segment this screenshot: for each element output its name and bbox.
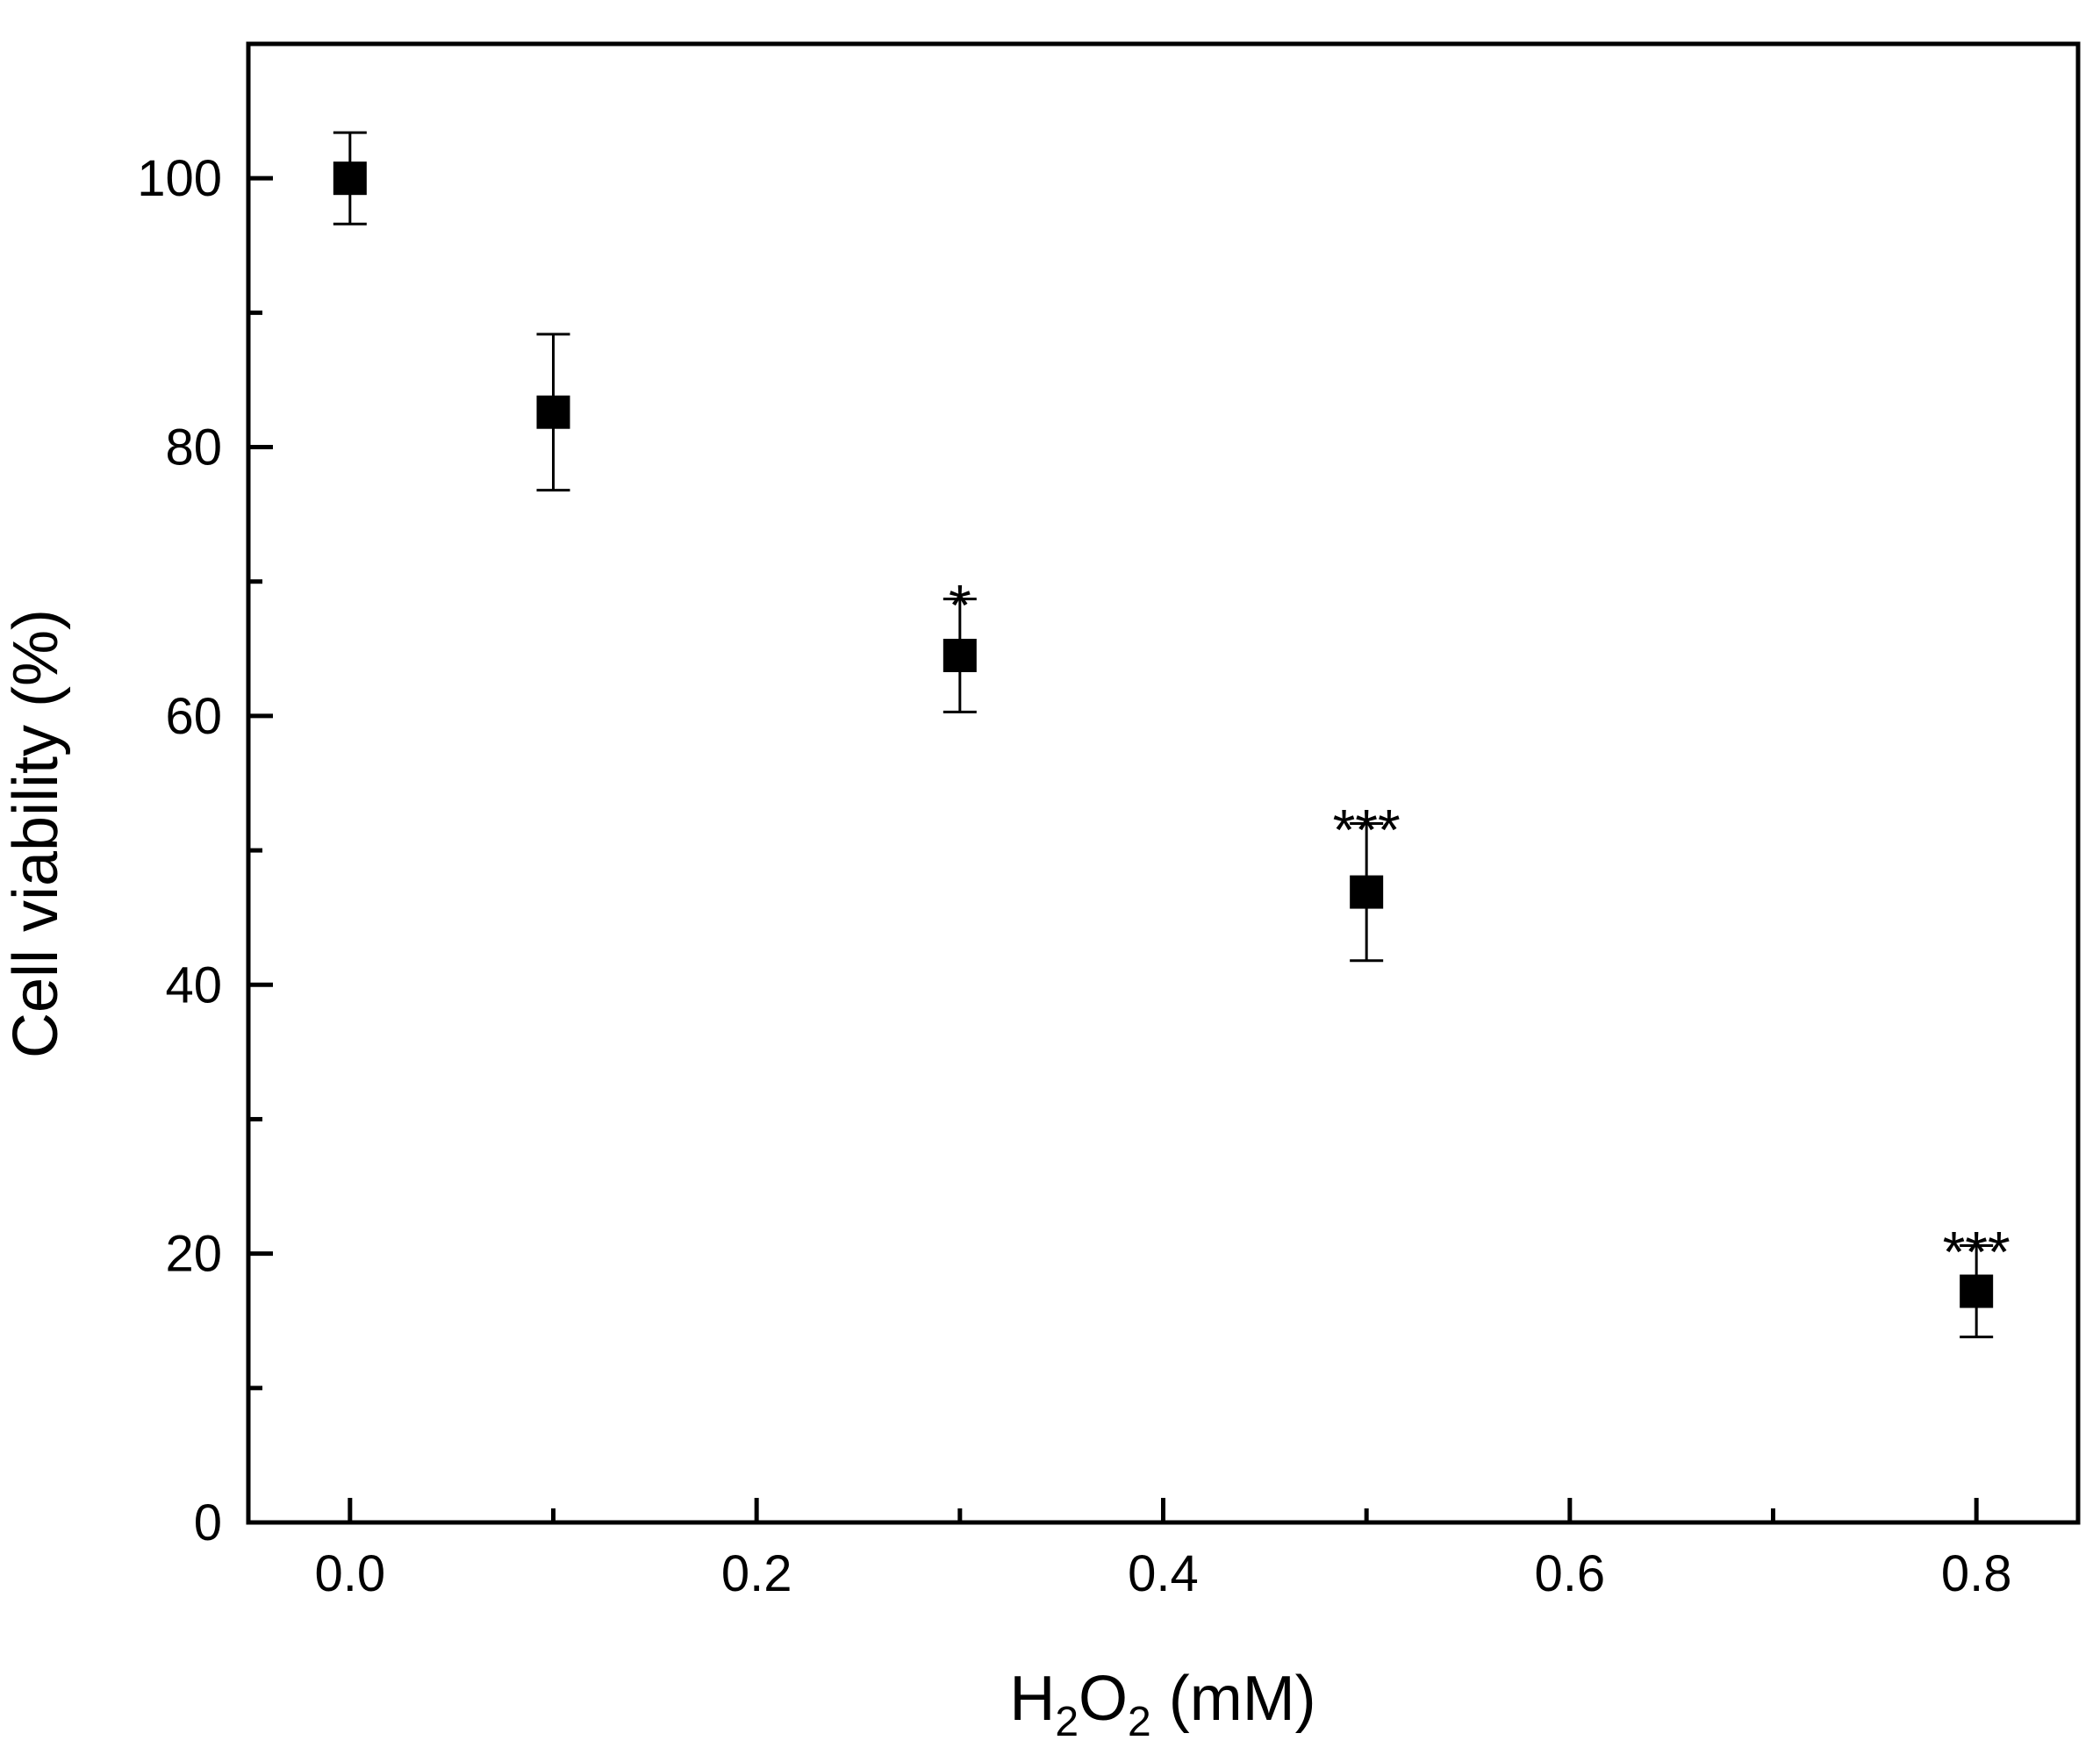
y-tick-label: 20 [165, 1226, 222, 1283]
plot-area-frame [246, 41, 2081, 1525]
data-point-square [942, 638, 977, 672]
y-tick-label: 100 [137, 150, 222, 207]
x-axis-title-subscript-1: 2 [1055, 1699, 1079, 1745]
x-tick-label: 0.6 [1535, 1545, 1606, 1602]
x-axis-title-subscript-2: 2 [1128, 1699, 1151, 1745]
x-axis-title-mid: O [1079, 1664, 1128, 1734]
y-tick-label: 60 [165, 688, 222, 745]
y-tick-label: 0 [194, 1494, 222, 1551]
x-tick-label: 0.4 [1128, 1545, 1199, 1602]
y-tick-label: 40 [165, 956, 222, 1014]
data-point-square [1350, 875, 1384, 909]
data-markers [333, 161, 1994, 1308]
data-point-square [1960, 1274, 1994, 1308]
significance-label: * [949, 573, 971, 638]
x-axis-title-unit: (mM) [1151, 1664, 1316, 1734]
significance-labels: ******* [949, 573, 2010, 1285]
y-tick-label: 80 [165, 419, 222, 476]
x-tick-label: 0.0 [315, 1545, 386, 1602]
significance-label: *** [1333, 797, 1401, 862]
x-tick-label: 0.2 [721, 1545, 792, 1602]
x-axis-title-main: H [1009, 1664, 1055, 1734]
significance-label: *** [1943, 1219, 2010, 1284]
axis-tick-labels: 0.0 0.2 0.4 0.6 0.8 0 20 40 60 80 100 [137, 150, 2011, 1602]
data-point-square [333, 161, 367, 196]
y-axis-title: Cell viability (%) [1, 609, 71, 1058]
axis-ticks [248, 175, 1979, 1525]
x-tick-label: 0.8 [1941, 1545, 2012, 1602]
data-point-square [536, 395, 570, 429]
x-axis-title: H2O2 (mM) [1009, 1664, 1315, 1745]
